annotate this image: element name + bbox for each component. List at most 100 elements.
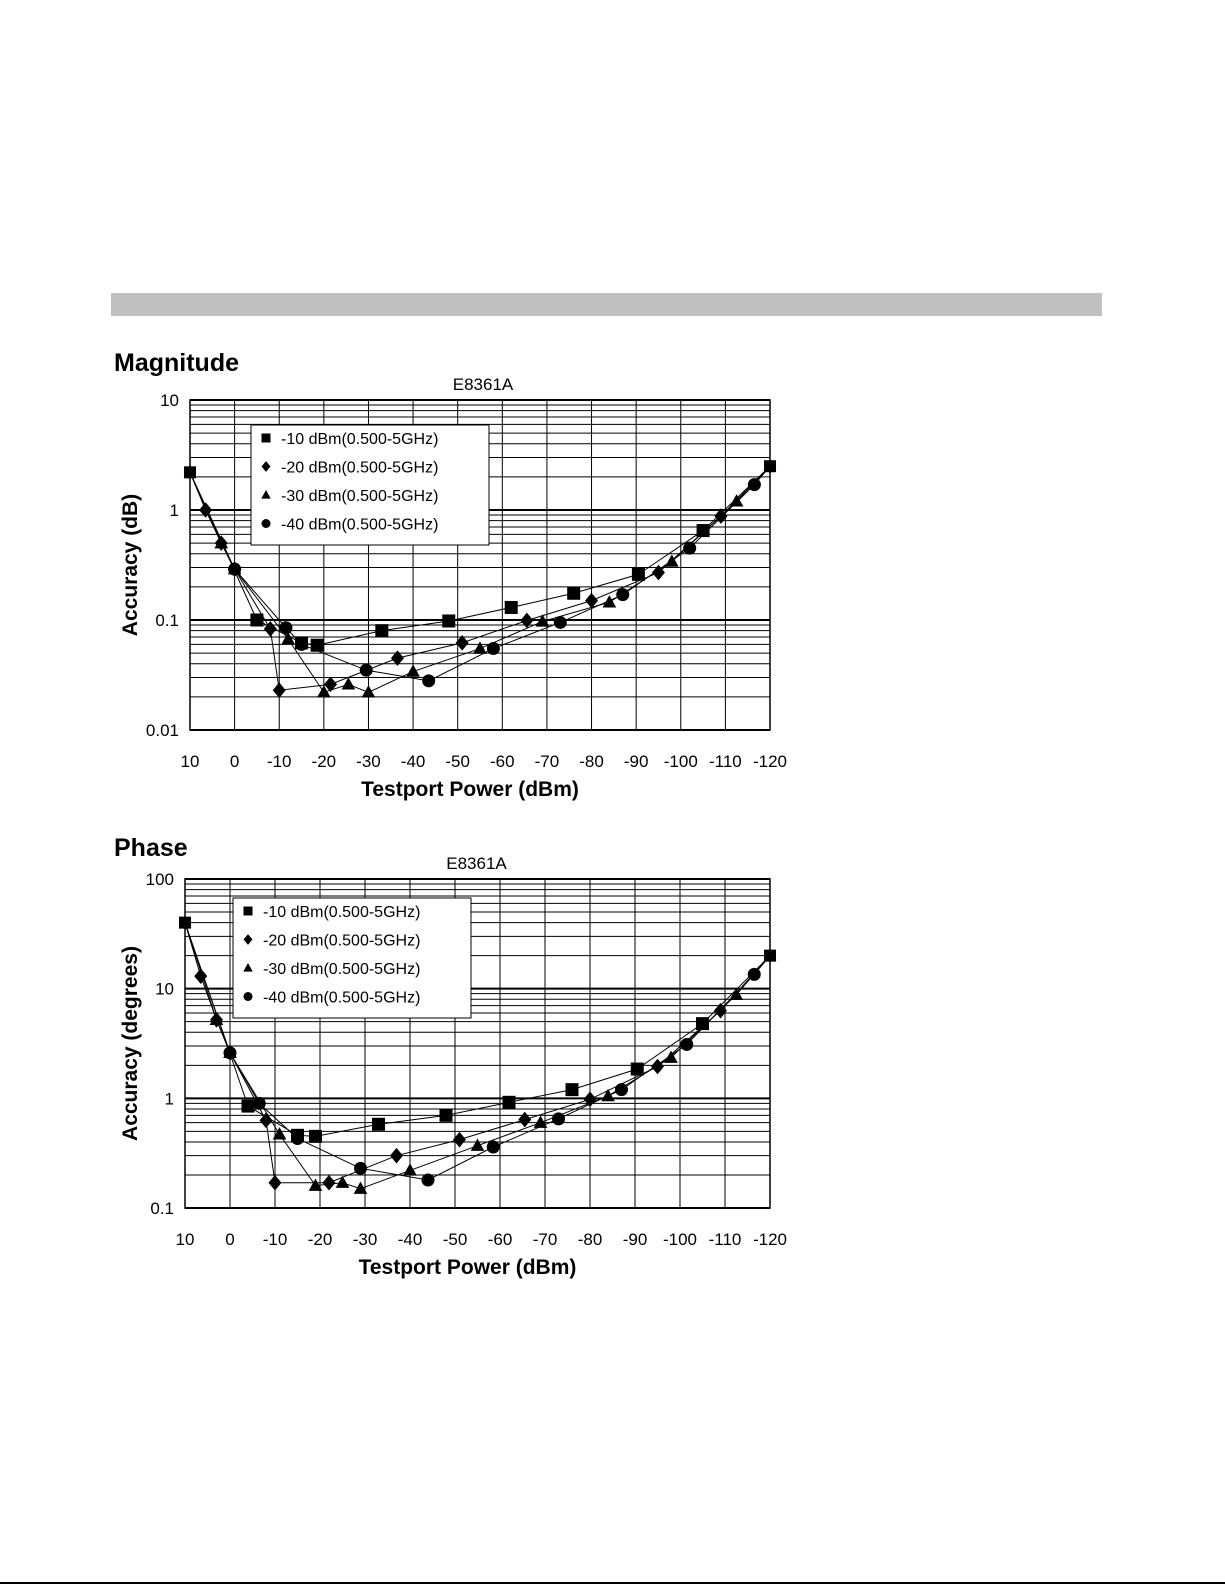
x-tick-label: -70 bbox=[533, 1230, 558, 1249]
data-point-triangle bbox=[214, 535, 229, 549]
data-point-circle bbox=[680, 1037, 694, 1051]
x-axis-label: Testport Power (dBm) bbox=[359, 1256, 577, 1279]
data-point-circle bbox=[223, 1046, 237, 1060]
chart-title: E8361A bbox=[446, 854, 507, 873]
data-point-circle bbox=[552, 1112, 565, 1126]
data-point-triangle bbox=[341, 677, 356, 690]
data-point-square bbox=[565, 1083, 579, 1097]
x-tick-label: -50 bbox=[445, 752, 470, 771]
x-tick-label: -30 bbox=[353, 1230, 378, 1249]
x-tick-label: -90 bbox=[623, 1230, 648, 1249]
data-point-circle bbox=[486, 642, 500, 656]
x-tick-label: -110 bbox=[709, 752, 742, 771]
data-point-circle bbox=[421, 1173, 435, 1187]
section-divider-bar bbox=[111, 293, 1102, 316]
data-point-diamond bbox=[322, 1174, 336, 1191]
magnitude-chart: 10 0 -10 -20 -30 -40 -50 -60 -70 -80 -90 -100 -110 -1… bbox=[119, 375, 787, 801]
data-point-square bbox=[375, 624, 389, 638]
data-point-square bbox=[309, 1129, 322, 1143]
data-point-diamond bbox=[324, 676, 338, 693]
y-tick-label: 0.01 bbox=[146, 721, 179, 740]
data-point-circle bbox=[295, 637, 309, 651]
x-tick-label: -20 bbox=[308, 1230, 333, 1249]
chart-title: E8361A bbox=[453, 375, 514, 394]
data-point-circle bbox=[747, 967, 761, 981]
data-point-square bbox=[696, 1017, 709, 1031]
data-point-triangle bbox=[308, 1178, 323, 1191]
series-markers-4 bbox=[179, 916, 776, 1187]
data-point-triangle bbox=[403, 1163, 417, 1176]
data-point-triangle bbox=[729, 494, 744, 507]
data-point-triangle bbox=[361, 685, 376, 698]
data-point-diamond bbox=[453, 1131, 466, 1148]
data-point-diamond bbox=[263, 621, 277, 637]
data-point-circle bbox=[486, 1140, 500, 1154]
series-line-4 bbox=[184, 922, 771, 1181]
legend-entry: -20 dBm(0.500-5GHz) bbox=[281, 460, 438, 477]
x-tick-label: -60 bbox=[488, 1230, 513, 1249]
legend-entry: -40 dBm(0.500-5GHz) bbox=[281, 517, 438, 534]
data-point-diamond bbox=[583, 1091, 597, 1108]
data-point-triangle bbox=[602, 595, 617, 608]
data-point-diamond bbox=[585, 592, 599, 609]
data-point-diamond bbox=[194, 968, 208, 984]
x-tick-label: 10 bbox=[181, 752, 200, 771]
x-tick-label: -100 bbox=[664, 752, 698, 771]
x-tick-label: 10 bbox=[176, 1230, 195, 1249]
data-point-triangle bbox=[665, 554, 679, 567]
legend-entry: -20 dBm(0.500-5GHz) bbox=[263, 933, 420, 950]
chart-legend: -10 dBm(0.500-5GHz) -20 dBm(0.500-5GHz) -3… bbox=[232, 897, 472, 1019]
page-bottom-rule bbox=[0, 1582, 1225, 1584]
x-tick-label: -110 bbox=[709, 1230, 742, 1249]
x-tick-label: -10 bbox=[267, 752, 292, 771]
y-axis-label: Accuracy (dB) bbox=[119, 494, 142, 636]
legend-marker-diamond bbox=[243, 934, 253, 945]
data-point-diamond bbox=[272, 682, 286, 699]
data-point-circle bbox=[422, 674, 436, 688]
data-point-square bbox=[442, 614, 456, 628]
data-point-circle bbox=[291, 1132, 304, 1146]
x-tick-label: -10 bbox=[263, 1230, 288, 1249]
x-tick-label: -20 bbox=[312, 752, 337, 771]
x-tick-label: -120 bbox=[753, 752, 787, 771]
legend-entry: -30 dBm(0.500-5GHz) bbox=[263, 961, 420, 978]
legend-entry: -30 dBm(0.500-5GHz) bbox=[281, 488, 438, 505]
legend-marker-circle bbox=[261, 519, 271, 528]
x-tick-label: -40 bbox=[401, 752, 426, 771]
x-tick-label: -50 bbox=[443, 1230, 468, 1249]
data-point-diamond bbox=[714, 508, 728, 524]
data-point-triangle bbox=[601, 1088, 615, 1102]
y-tick-label: 1 bbox=[165, 1089, 174, 1108]
chart-legend: -10 dBm(0.500-5GHz) -20 dBm(0.500-5GHz) -3… bbox=[250, 424, 490, 546]
x-tick-label: -60 bbox=[490, 752, 515, 771]
data-point-circle bbox=[354, 1161, 367, 1175]
data-point-circle bbox=[615, 1083, 628, 1097]
data-point-circle bbox=[764, 949, 776, 962]
legend-entry: -10 dBm(0.500-5GHz) bbox=[263, 904, 420, 921]
x-tick-label: -80 bbox=[578, 1230, 603, 1249]
data-point-circle bbox=[747, 478, 761, 492]
legend-marker-square bbox=[243, 906, 253, 916]
data-point-circle bbox=[279, 621, 293, 635]
data-point-square bbox=[631, 567, 645, 581]
data-point-circle bbox=[228, 562, 242, 576]
data-point-triangle bbox=[729, 987, 744, 1000]
y-tick-label: 1 bbox=[170, 501, 179, 520]
data-point-square bbox=[696, 524, 710, 538]
plot-frame bbox=[189, 399, 771, 731]
x-tick-label: -80 bbox=[579, 752, 604, 771]
data-point-square bbox=[502, 1095, 516, 1109]
data-point-circle bbox=[616, 588, 630, 602]
data-point-triangle bbox=[473, 641, 487, 654]
data-point-square bbox=[241, 1099, 255, 1113]
legend-entry: -10 dBm(0.500-5GHz) bbox=[281, 431, 438, 448]
y-tick-label: 100 bbox=[146, 870, 174, 889]
y-tick-label: 10 bbox=[155, 980, 174, 999]
data-point-triangle bbox=[209, 1012, 224, 1026]
data-point-circle bbox=[553, 615, 567, 629]
data-point-square bbox=[439, 1108, 453, 1122]
data-point-diamond bbox=[651, 564, 665, 581]
data-point-circle bbox=[359, 663, 373, 677]
data-point-circle bbox=[179, 916, 191, 929]
legend-marker-square bbox=[261, 433, 271, 443]
